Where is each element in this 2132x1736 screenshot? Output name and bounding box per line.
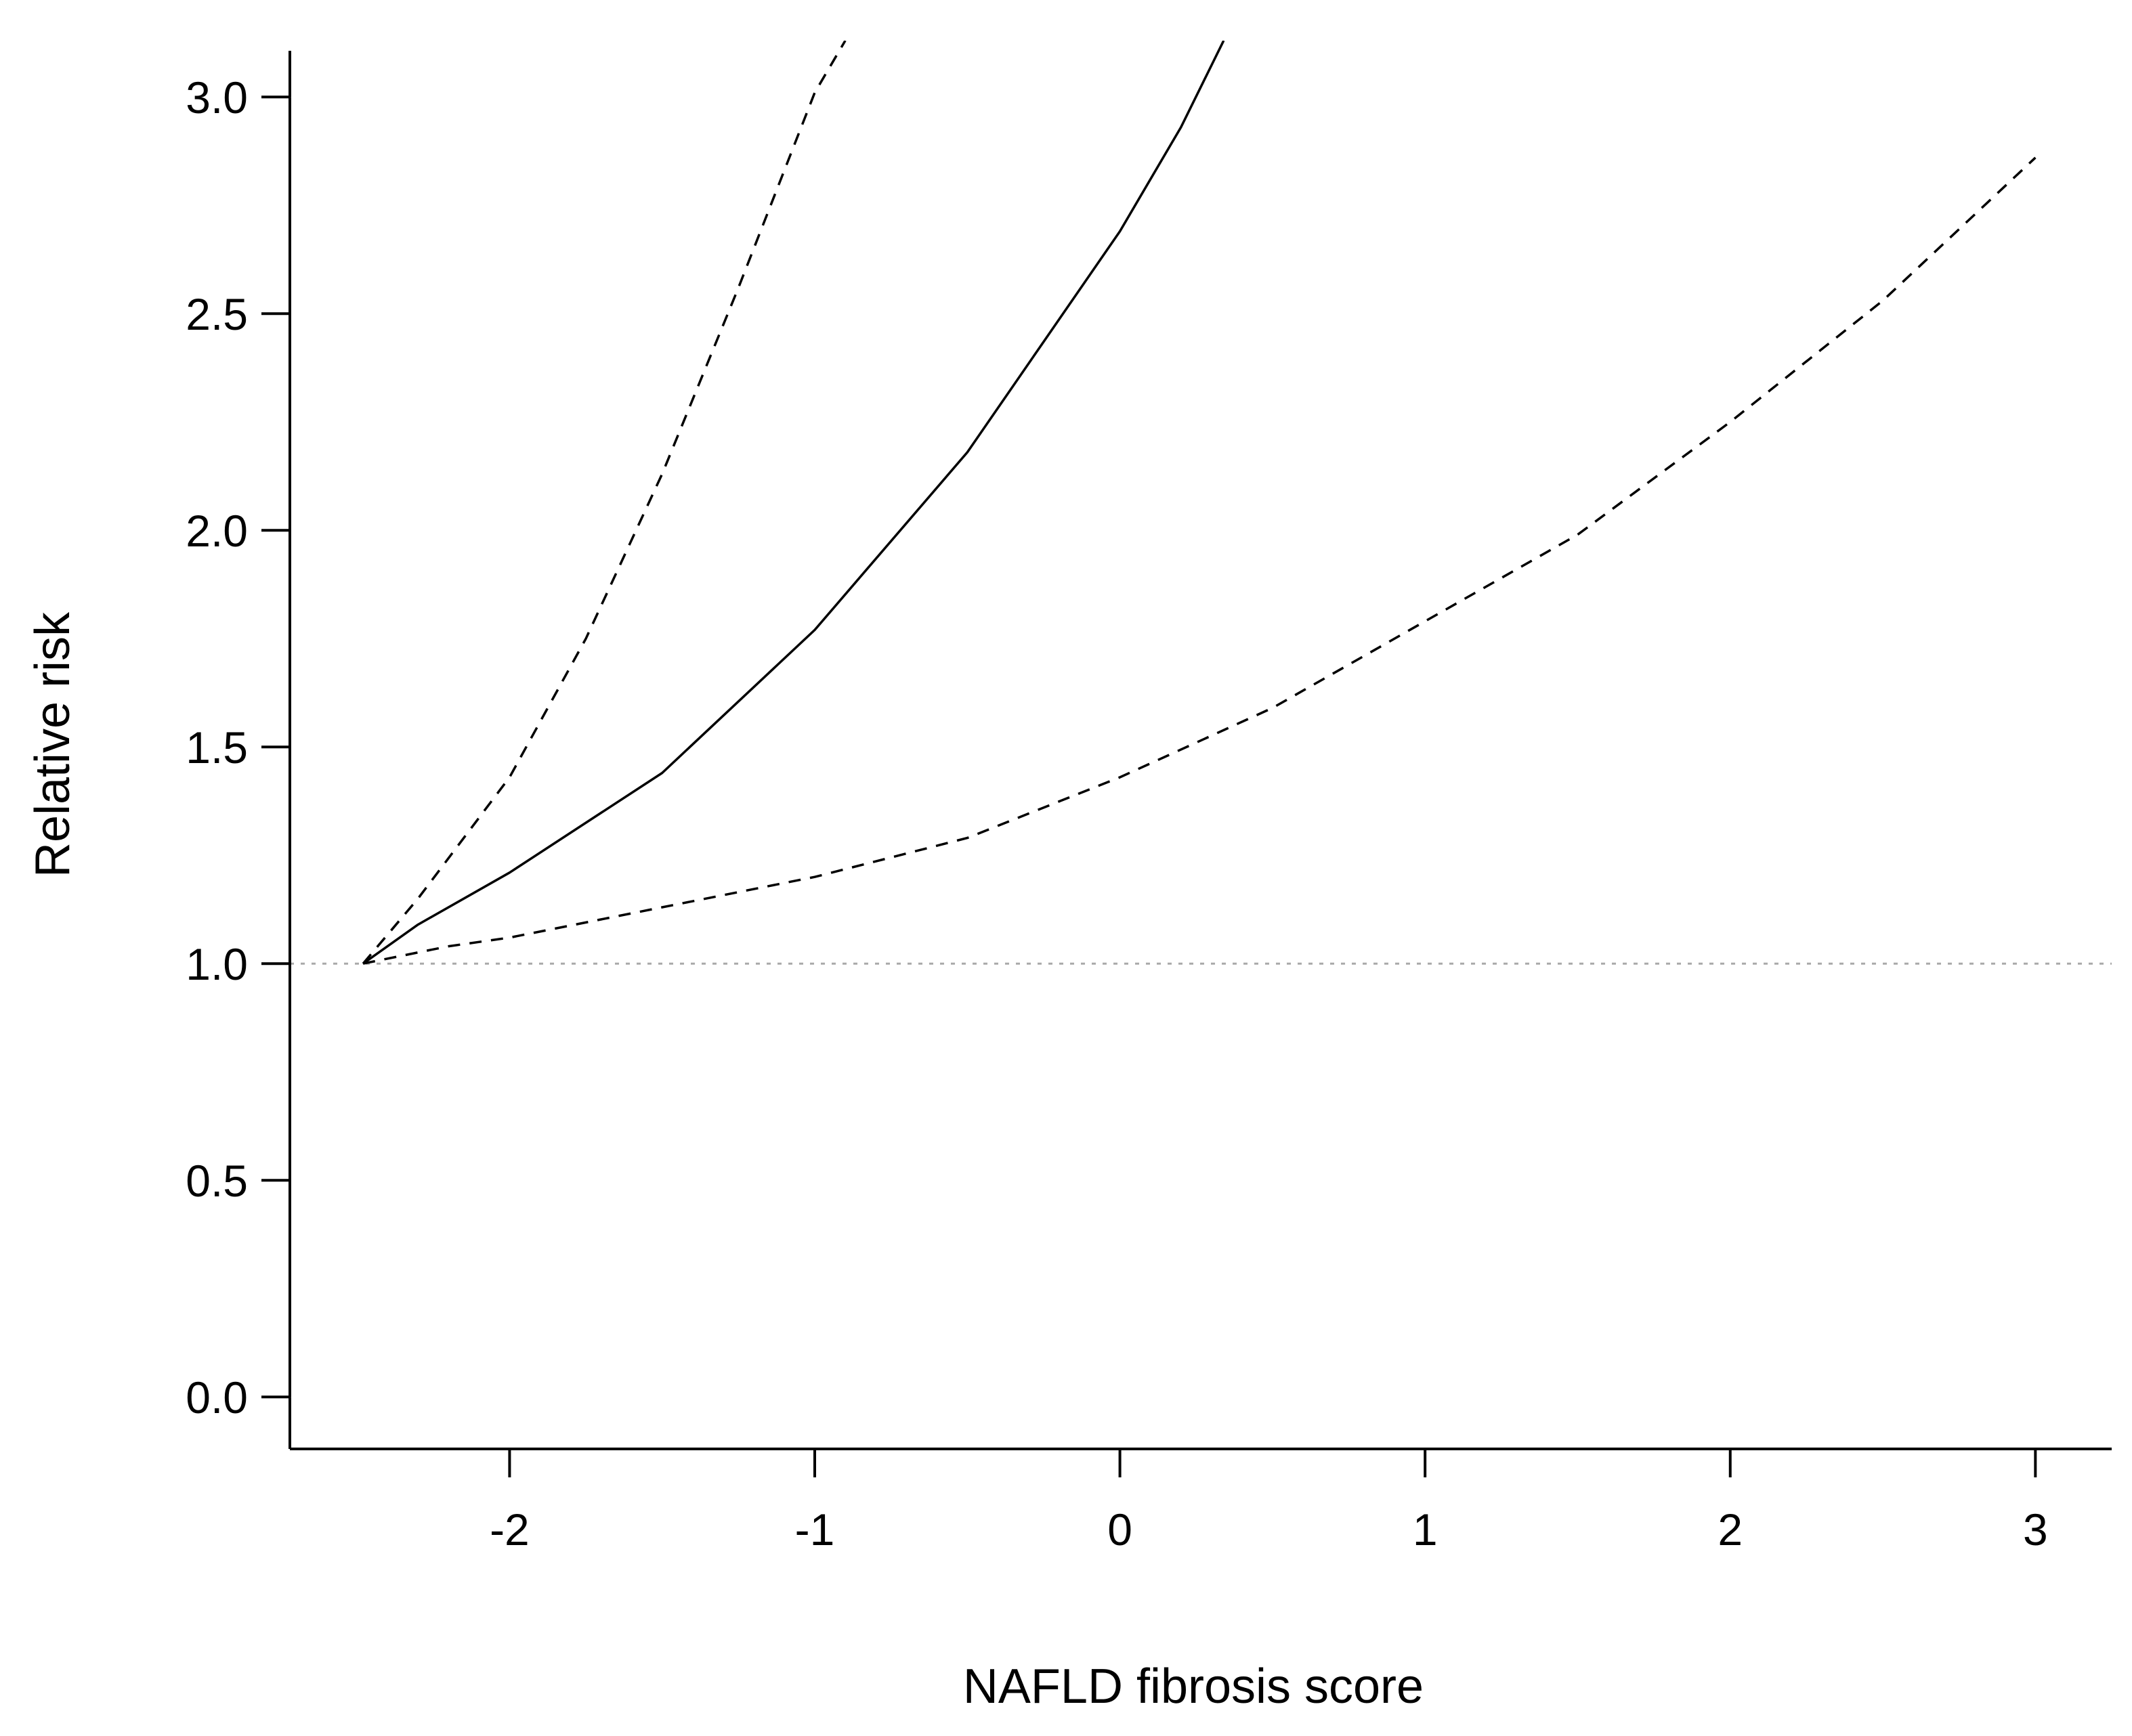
x-tick-label: 3 [2023, 1504, 2048, 1555]
axis-layer: 0.0 0.5 1.0 1.5 2.0 2.5 3.0 -2 -1 0 1 2 3 [186, 51, 2112, 1555]
y-tick-label: 1.0 [186, 939, 248, 989]
x-tick-label: -1 [795, 1504, 835, 1555]
series-layer [362, 41, 2037, 965]
x-tick-label: 2 [1718, 1504, 1743, 1555]
x-tick-label: 1 [1413, 1504, 1438, 1555]
x-axis-title: NAFLD fibrosis score [963, 1659, 1424, 1714]
y-tick-label: 3.0 [186, 72, 248, 123]
y-tick-label: 2.5 [186, 289, 248, 339]
series-line-estimate [362, 41, 1225, 965]
series-line-lower-bound [362, 156, 2037, 965]
x-tick-label: 0 [1107, 1504, 1132, 1555]
y-tick-label: 2.0 [186, 506, 248, 556]
x-tick-label: -2 [490, 1504, 530, 1555]
y-tick-label: 0.0 [186, 1372, 248, 1423]
series-line-upper-bound [362, 41, 847, 965]
y-tick-label: 0.5 [186, 1156, 248, 1206]
y-axis-title: Relative risk [26, 611, 80, 877]
y-tick-label: 1.5 [186, 722, 248, 773]
